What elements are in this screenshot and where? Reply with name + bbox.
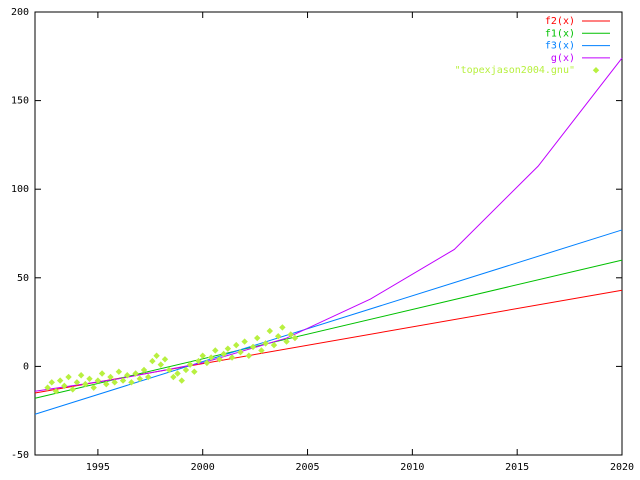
line xyxy=(34,259,623,399)
line xyxy=(34,229,623,415)
data-point xyxy=(182,366,190,374)
data-point xyxy=(107,373,114,381)
data-point xyxy=(65,373,72,381)
y-tick-label: 0 xyxy=(23,361,29,372)
data-point xyxy=(77,372,85,379)
line xyxy=(34,57,623,392)
data-point xyxy=(287,331,294,338)
legend-label: g(x) xyxy=(551,53,575,64)
data-point xyxy=(136,375,144,383)
x-tick-label: 2020 xyxy=(610,462,634,473)
data-point xyxy=(111,379,118,386)
data-point xyxy=(94,377,102,384)
data-point xyxy=(254,334,261,342)
legend-label: f2(x) xyxy=(545,16,575,27)
data-point xyxy=(249,343,257,351)
y-tick-label: 200 xyxy=(11,7,29,18)
legend-label: f1(x) xyxy=(545,28,575,39)
legend-marker xyxy=(592,66,600,74)
data-point xyxy=(241,338,248,345)
data-point xyxy=(237,349,244,356)
data-point xyxy=(224,345,232,352)
data-point xyxy=(61,382,68,390)
data-point xyxy=(115,368,123,375)
data-point xyxy=(73,379,81,386)
plot-frame xyxy=(34,11,623,456)
data-point xyxy=(178,377,185,384)
data-point xyxy=(153,352,160,359)
data-point xyxy=(103,380,110,388)
data-point xyxy=(199,352,206,359)
data-point xyxy=(170,373,177,381)
data-point xyxy=(128,379,135,386)
legend-label: "topexjason2004.gnu" xyxy=(455,65,575,76)
data-point xyxy=(283,338,290,345)
data-point xyxy=(274,333,282,340)
data-point xyxy=(228,354,236,361)
data-point xyxy=(195,357,202,365)
x-tick-label: 2015 xyxy=(505,462,529,473)
data-point xyxy=(82,380,89,388)
data-point xyxy=(220,350,227,358)
data-point xyxy=(52,388,60,395)
x-tick-label: 2010 xyxy=(400,462,424,473)
data-point xyxy=(212,347,219,354)
data-point xyxy=(86,375,93,383)
data-point xyxy=(165,366,173,374)
data-point xyxy=(191,368,198,375)
x-tick-label: 1995 xyxy=(86,462,110,473)
x-tick-label: 2000 xyxy=(191,462,215,473)
data-point xyxy=(262,340,269,347)
data-point xyxy=(207,354,215,361)
data-point xyxy=(291,334,299,342)
data-point xyxy=(149,357,156,365)
data-point xyxy=(69,386,76,393)
y-tick-label: -50 xyxy=(11,450,29,461)
data-point xyxy=(186,361,194,368)
data-point xyxy=(270,341,278,349)
x-tick-label: 2005 xyxy=(295,462,319,473)
data-point xyxy=(140,366,148,374)
data-point xyxy=(44,384,51,391)
data-point xyxy=(258,347,265,354)
data-point xyxy=(161,356,169,363)
data-point xyxy=(98,370,106,377)
data-point xyxy=(216,356,223,363)
data-point xyxy=(144,373,152,381)
data-point xyxy=(279,324,286,331)
data-point xyxy=(203,359,211,367)
y-tick-label: 150 xyxy=(11,96,29,107)
data-point xyxy=(48,379,55,386)
data-point xyxy=(56,377,64,384)
legend-label: f3(x) xyxy=(545,41,575,52)
data-point xyxy=(132,370,139,377)
data-point xyxy=(124,372,131,379)
data-point xyxy=(245,352,253,359)
y-tick-label: 100 xyxy=(11,184,29,195)
data-point xyxy=(90,384,97,391)
y-tick-label: 50 xyxy=(17,273,29,284)
data-point xyxy=(233,341,240,349)
data-point xyxy=(266,327,274,335)
data-point xyxy=(119,377,127,384)
data-point xyxy=(174,370,181,377)
data-point xyxy=(157,361,164,368)
